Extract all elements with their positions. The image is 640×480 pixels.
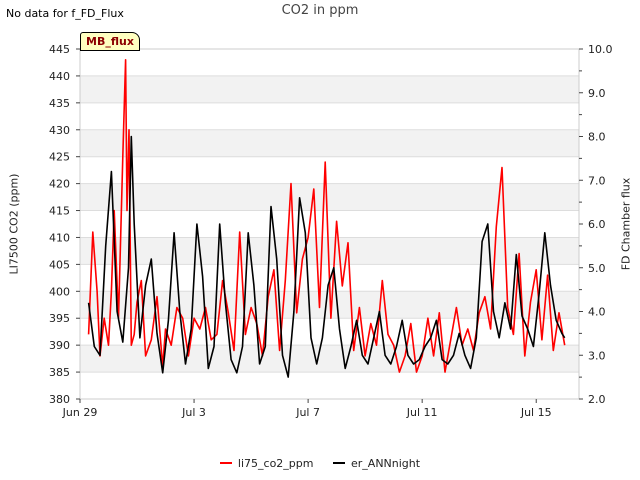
y-left-tick-label: 425 [49,151,70,164]
x-tick-label: Jul 15 [520,406,552,419]
no-data-notice: No data for f_FD_Flux [6,7,124,20]
y-left-tick-label: 440 [49,70,70,83]
x-axis-ticks: Jun 29 Jul 3 Jul 7 Jul 11 Jul 15 [62,399,552,419]
y-left-tick-label: 385 [49,366,70,379]
x-tick-label: Jun 29 [62,406,98,419]
y-axis-left-ticks: 380 385 390 395 400 405 410 415 420 425 430 435 440 4… [49,43,80,406]
y-left-tick-label: 405 [49,258,70,271]
legend-swatch-black [333,462,345,464]
y-right-tick-label: 2.0 [588,393,606,406]
x-tick-label: Jul 3 [181,406,206,419]
chart-title: CO2 in ppm [281,3,359,18]
grid-band [80,129,579,157]
series-line-li75_co2_ppm [87,58,566,373]
y-left-tick-label: 400 [49,285,70,298]
x-tick-label: Jul 11 [406,406,438,419]
y-left-tick-label: 430 [49,124,70,137]
y-right-tick-label: 3.0 [588,349,606,362]
y-right-tick-label: 7.0 [588,174,606,187]
legend: li75_co2_ppm er_ANNnight [0,454,640,470]
legend-swatch-red [219,462,232,464]
y-right-tick-label: 9.0 [588,87,606,100]
legend-label-li75: li75_co2_ppm [237,456,314,470]
y-left-tick-label: 390 [49,339,70,352]
y-right-tick-label: 8.0 [588,131,606,144]
y-left-tick-label: 435 [49,97,70,110]
grid-band [80,75,579,103]
legend-item-li75: li75_co2_ppm [219,456,314,470]
y-left-tick-label: 410 [49,231,70,244]
y-left-tick-label: 420 [49,178,70,191]
series-line-er_ANNnight [87,135,566,378]
y-left-tick-label: 415 [49,205,70,218]
y-axis-right-ticks: 2.0 3.0 4.0 5.0 6.0 7.0 8.0 9.0 10.0 [579,43,613,406]
y-left-tick-label: 380 [49,393,70,406]
y-right-tick-label: 5.0 [588,262,606,275]
y-left-tick-label: 445 [49,43,70,56]
y-right-tick-label: 4.0 [588,306,606,319]
x-tick-label: Jul 7 [295,406,320,419]
y-right-tick-label: 6.0 [588,218,606,231]
legend-item-ann: er_ANNnight [333,457,420,470]
grid-band [80,345,579,373]
legend-label-ann: er_ANNnight [351,456,421,470]
mb-flux-badge: MB_flux [80,32,140,51]
y-left-tick-label: 395 [49,312,70,325]
y-right-tick-label: 10.0 [588,43,613,56]
series-layer [87,58,566,378]
grid-band [80,183,579,211]
